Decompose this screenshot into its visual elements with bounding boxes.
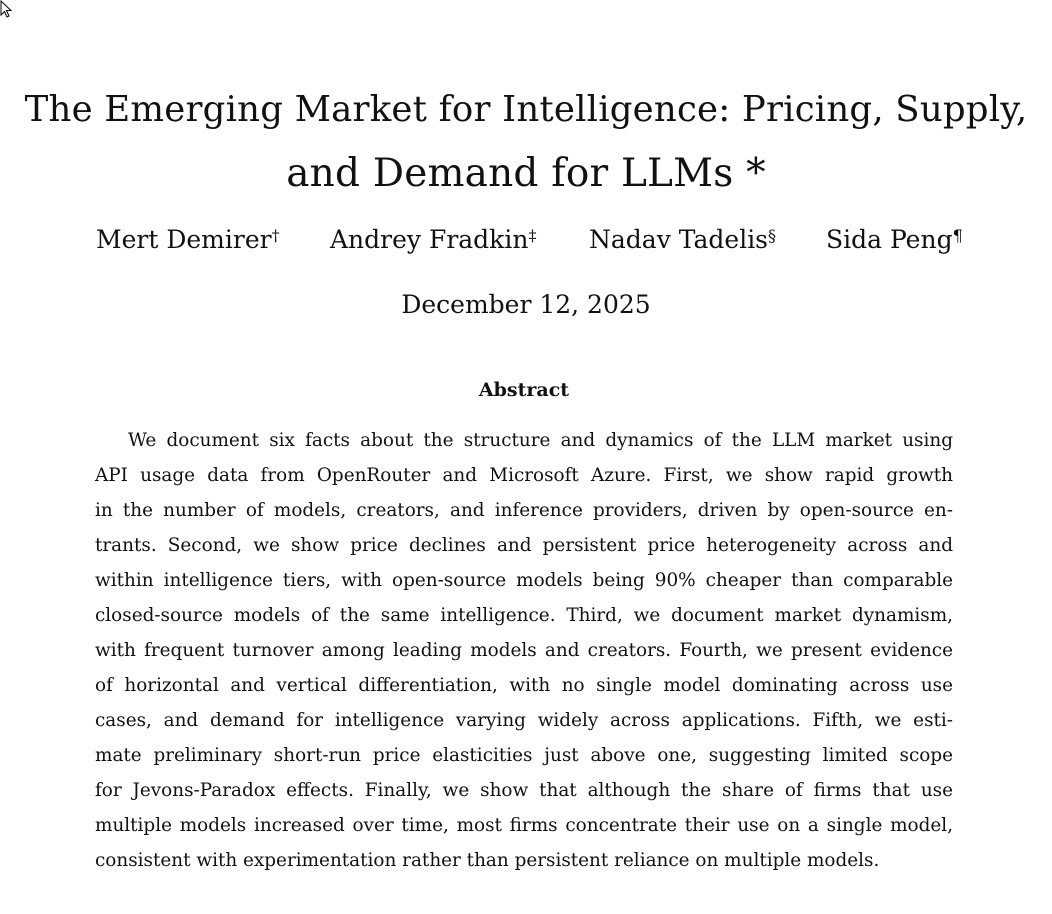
author-name: Nadav Tadelis	[589, 225, 769, 254]
abstract-heading: Abstract	[478, 379, 570, 401]
author-footnote-mark: †	[271, 226, 280, 245]
author-name: Sida Peng	[826, 225, 953, 254]
title-line-1: The Emerging Market for Intelligence: Pr…	[24, 89, 1028, 130]
abstract-line: closed-source models of the same intelli…	[95, 605, 953, 626]
author-footnote-mark: §	[768, 226, 777, 245]
paper-title: The Emerging Market for Intelligence: Pr…	[0, 78, 1052, 206]
abstract-line: trants. Second, we show price declines a…	[95, 535, 953, 556]
abstract-line: for Jevons-Paradox effects. Finally, we …	[95, 780, 953, 801]
abstract-line: We document six facts about the structur…	[128, 430, 953, 451]
abstract-line: consistent with experimentation rather t…	[95, 850, 880, 871]
author-mert-demirer: Mert Demirer†	[96, 222, 280, 258]
title-line-2: and Demand for LLMs *	[286, 151, 766, 196]
author-footnote-mark: ‡	[528, 226, 537, 245]
author-sida-peng: Sida Peng¶	[826, 222, 963, 258]
abstract-line: cases, and demand for intelligence varyi…	[95, 710, 953, 731]
abstract-line: API usage data from OpenRouter and Micro…	[95, 465, 953, 486]
author-name: Andrey Fradkin	[330, 225, 529, 254]
mouse-pointer-icon	[0, 0, 12, 18]
author-name: Mert Demirer	[96, 225, 272, 254]
abstract-line: multiple models increased over time, mos…	[95, 815, 953, 836]
author-andrey-fradkin: Andrey Fradkin‡	[330, 222, 536, 258]
abstract-line: mate preliminary short-run price elastic…	[95, 745, 953, 766]
abstract-line: within intelligence tiers, with open-sou…	[95, 570, 953, 591]
abstract-body: We document six facts about the structur…	[95, 423, 953, 878]
author-footnote-mark: ¶	[952, 226, 963, 245]
publication-date: December 12, 2025	[401, 290, 651, 319]
author-nadav-tadelis: Nadav Tadelis§	[589, 222, 776, 258]
abstract-line: with frequent turnover among leading mod…	[95, 640, 953, 661]
abstract-line: of horizontal and vertical differentiati…	[95, 675, 953, 696]
abstract-line: in the number of models, creators, and i…	[95, 500, 953, 521]
